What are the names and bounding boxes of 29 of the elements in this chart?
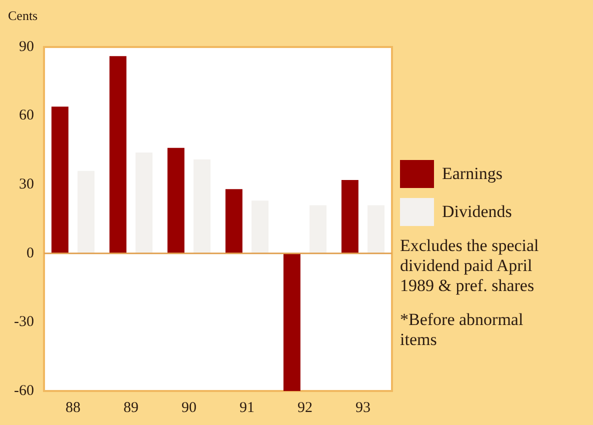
x-tick-label: 89 xyxy=(123,400,138,416)
bar xyxy=(167,148,184,254)
bar xyxy=(194,159,211,254)
y-tick-label: 60 xyxy=(18,108,34,124)
y-axis-title: Cents xyxy=(8,8,38,24)
bar xyxy=(252,200,269,254)
bar xyxy=(51,106,68,254)
y-tick-label: 0 xyxy=(26,245,34,262)
text: *Before abnormal items xyxy=(400,310,524,350)
y-tick-label: 30 xyxy=(18,176,34,193)
bar xyxy=(368,205,385,254)
x-tick-label: 91 xyxy=(240,400,254,416)
bar xyxy=(225,189,242,254)
bar xyxy=(283,253,300,391)
legend-label: Earnings xyxy=(442,164,502,184)
y-tick-label: -30 xyxy=(14,314,34,330)
x-tick-label: 93 xyxy=(356,400,370,416)
x-tick-label: 90 xyxy=(181,400,196,416)
bar xyxy=(310,205,327,254)
y-tick-label: -60 xyxy=(14,382,34,399)
x-tick-label: 92 xyxy=(298,400,312,416)
bar xyxy=(109,56,126,254)
bar xyxy=(341,180,358,254)
bar xyxy=(78,170,95,254)
x-tick-label: 88 xyxy=(65,400,80,416)
y-tick-label: 90 xyxy=(18,38,34,55)
legend-label: Dividends xyxy=(442,202,512,222)
bar xyxy=(136,152,153,254)
text: Excludes the special dividend paid April 1989 & pref. shares xyxy=(400,236,540,296)
